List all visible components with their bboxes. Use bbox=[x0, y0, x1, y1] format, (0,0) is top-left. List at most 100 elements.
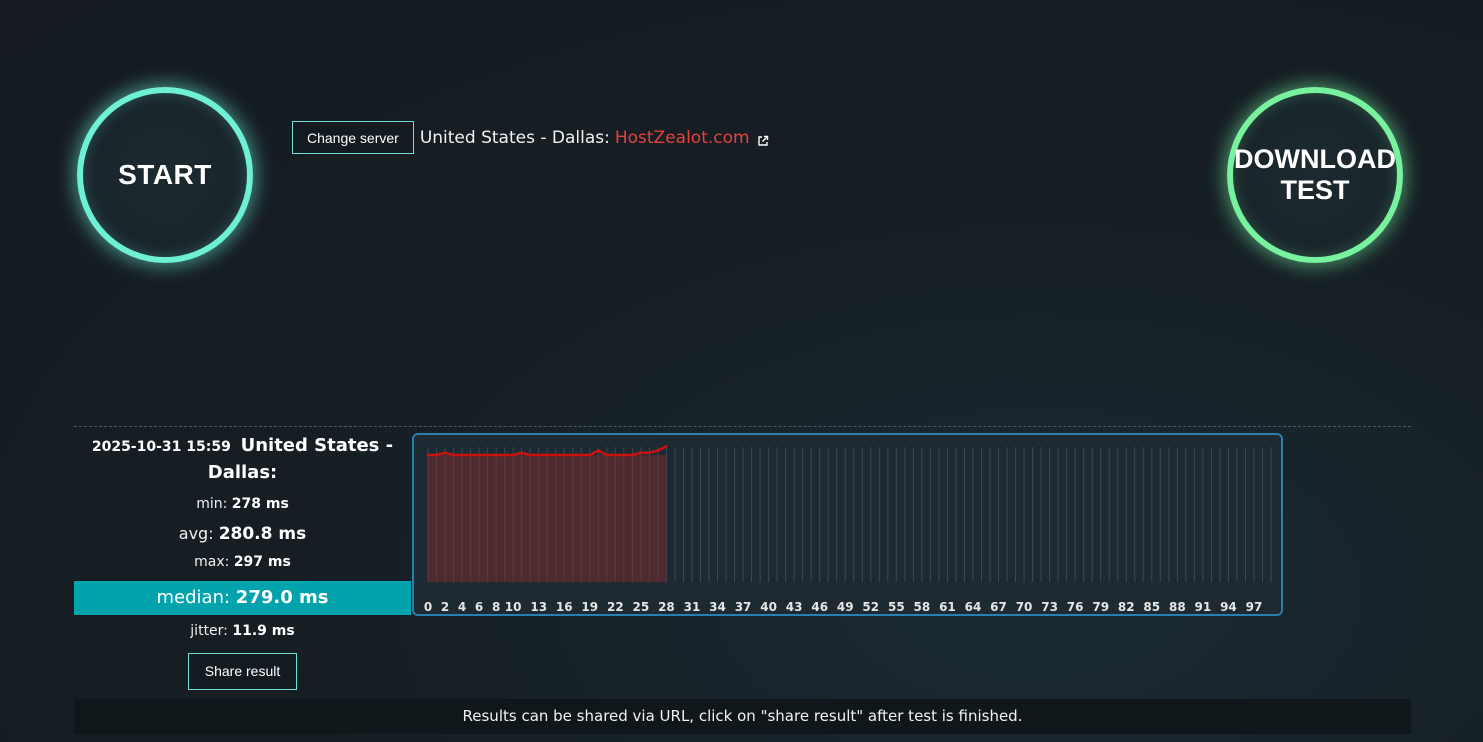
chart-x-tick-label: 94 bbox=[1220, 600, 1237, 614]
stat-median-label: median: bbox=[156, 587, 231, 608]
stat-avg: avg: 280.8 ms bbox=[74, 521, 411, 547]
chart-x-tick-label: 34 bbox=[709, 600, 726, 614]
chart-x-tick-label: 37 bbox=[735, 600, 752, 614]
latency-chart: 0 2 4 6 8 10 13 16 19 22 25 28 31 34 37 40 43 46 49 52 55 58 6… bbox=[412, 433, 1283, 616]
stat-min-label: min: bbox=[196, 496, 228, 512]
chart-x-tick-label: 67 bbox=[990, 600, 1007, 614]
change-server-button[interactable]: Change server bbox=[292, 121, 414, 154]
chart-x-tick-label: 43 bbox=[786, 600, 803, 614]
chart-point bbox=[435, 453, 438, 457]
chart-point bbox=[665, 445, 668, 448]
chart-x-tick-label: 4 bbox=[458, 600, 466, 614]
stat-max-value: 297 ms bbox=[233, 554, 291, 570]
chart-x-tick-label: 64 bbox=[965, 600, 982, 614]
stat-max: max: 297 ms bbox=[74, 551, 411, 573]
chart-point bbox=[443, 451, 447, 454]
chart-point bbox=[469, 453, 472, 457]
chart-point bbox=[639, 451, 643, 454]
result-header: 2025-10-31 15:59 United States - Dallas: bbox=[74, 433, 411, 487]
chart-point bbox=[477, 453, 481, 457]
start-button[interactable]: START bbox=[77, 87, 253, 263]
chart-x-tick-label: 13 bbox=[530, 600, 547, 614]
server-host-link[interactable]: HostZealot.com bbox=[614, 127, 750, 148]
chart-x-tick-label: 31 bbox=[684, 600, 701, 614]
chart-x-tick-label: 16 bbox=[556, 600, 573, 614]
result-location: United States - Dallas: bbox=[207, 435, 394, 483]
chart-x-tick-label: 49 bbox=[837, 600, 854, 614]
share-result-button[interactable]: Share result bbox=[187, 653, 298, 690]
chart-point bbox=[656, 449, 660, 452]
chart-point bbox=[588, 453, 591, 457]
stat-min-value: 278 ms bbox=[231, 496, 289, 512]
chart-x-tick-label: 70 bbox=[1016, 600, 1033, 614]
chart-x-tick-label: 52 bbox=[862, 600, 879, 614]
chart-point bbox=[648, 451, 651, 454]
server-row: Change server United States - Dallas: Ho… bbox=[292, 121, 769, 154]
chart-point bbox=[503, 453, 506, 457]
stat-avg-value: 280.8 ms bbox=[218, 524, 307, 544]
download-test-button[interactable]: DOWNLOAD TEST bbox=[1227, 87, 1403, 263]
chart-area-fill bbox=[428, 455, 667, 582]
chart-point bbox=[486, 453, 489, 457]
chart-point bbox=[537, 453, 540, 457]
chart-x-tick-label: 40 bbox=[760, 600, 777, 614]
chart-point bbox=[580, 453, 583, 457]
stat-min: min: 278 ms bbox=[74, 493, 411, 515]
chart-x-tick-label: 28 bbox=[658, 600, 675, 614]
chart-x-tick-label: 25 bbox=[633, 600, 650, 614]
chart-point bbox=[494, 453, 498, 457]
stat-jitter: jitter: 11.9 ms bbox=[74, 619, 411, 643]
result-timestamp: 2025-10-31 15:59 bbox=[91, 439, 231, 455]
external-link-icon[interactable] bbox=[757, 132, 769, 146]
chart-x-tick-label: 6 bbox=[475, 600, 483, 614]
chart-x-tick-label: 91 bbox=[1195, 600, 1212, 614]
chart-point bbox=[622, 453, 626, 457]
chart-x-tick-label: 73 bbox=[1041, 600, 1058, 614]
chart-x-tick-label: 61 bbox=[939, 600, 956, 614]
result-panel: 2025-10-31 15:59 United States - Dallas:… bbox=[74, 433, 411, 690]
section-divider bbox=[74, 426, 1411, 427]
chart-point bbox=[605, 453, 609, 457]
chart-x-tick-label: 46 bbox=[811, 600, 828, 614]
stat-median: median: 279.0 ms bbox=[74, 581, 411, 615]
footer-note-bar: Results can be shared via URL, click on … bbox=[74, 699, 1411, 734]
chart-x-tick-label: 2 bbox=[441, 600, 449, 614]
chart-x-tick-label: 85 bbox=[1143, 600, 1160, 614]
chart-point bbox=[511, 453, 515, 457]
chart-x-tick-label: 79 bbox=[1092, 600, 1109, 614]
chart-point bbox=[452, 453, 455, 457]
chart-x-tick-label: 10 bbox=[505, 600, 522, 614]
chart-x-tick-label: 55 bbox=[888, 600, 905, 614]
chart-point bbox=[520, 451, 523, 454]
chart-point bbox=[571, 453, 574, 457]
chart-x-tick-label: 8 bbox=[492, 600, 500, 614]
chart-x-tick-label: 88 bbox=[1169, 600, 1186, 614]
chart-x-tick-label: 97 bbox=[1246, 600, 1263, 614]
chart-point bbox=[563, 453, 566, 457]
footer-note: Results can be shared via URL, click on … bbox=[462, 707, 1023, 725]
chart-point bbox=[426, 453, 430, 457]
chart-x-tick-label: 76 bbox=[1067, 600, 1084, 614]
stat-median-value: 279.0 ms bbox=[235, 587, 329, 608]
chart-x-tick-label: 82 bbox=[1118, 600, 1135, 614]
chart-point bbox=[614, 453, 617, 457]
chart-point bbox=[546, 453, 549, 457]
chart-point bbox=[460, 453, 464, 457]
stat-jitter-value: 11.9 ms bbox=[232, 623, 295, 639]
download-button-label-line2: TEST bbox=[1280, 175, 1350, 205]
chart-x-tick-label: 0 bbox=[424, 600, 432, 614]
chart-x-tick-label: 22 bbox=[607, 600, 624, 614]
chart-point bbox=[631, 453, 634, 457]
chart-point bbox=[597, 449, 600, 452]
chart-x-tick-label: 19 bbox=[581, 600, 598, 614]
latency-chart-svg: 0 2 4 6 8 10 13 16 19 22 25 28 31 34 37 40 43 46 49 52 55 58 6… bbox=[424, 445, 1272, 614]
server-location-label: United States - Dallas: bbox=[419, 127, 610, 148]
chart-point bbox=[528, 453, 532, 457]
stat-max-label: max: bbox=[194, 554, 230, 570]
chart-point bbox=[554, 453, 557, 457]
chart-x-tick-label: 58 bbox=[914, 600, 931, 614]
stat-jitter-label: jitter: bbox=[190, 623, 228, 639]
start-button-label: START bbox=[118, 159, 212, 190]
stat-avg-label: avg: bbox=[178, 524, 214, 543]
download-button-label-line1: DOWNLOAD bbox=[1234, 144, 1396, 174]
